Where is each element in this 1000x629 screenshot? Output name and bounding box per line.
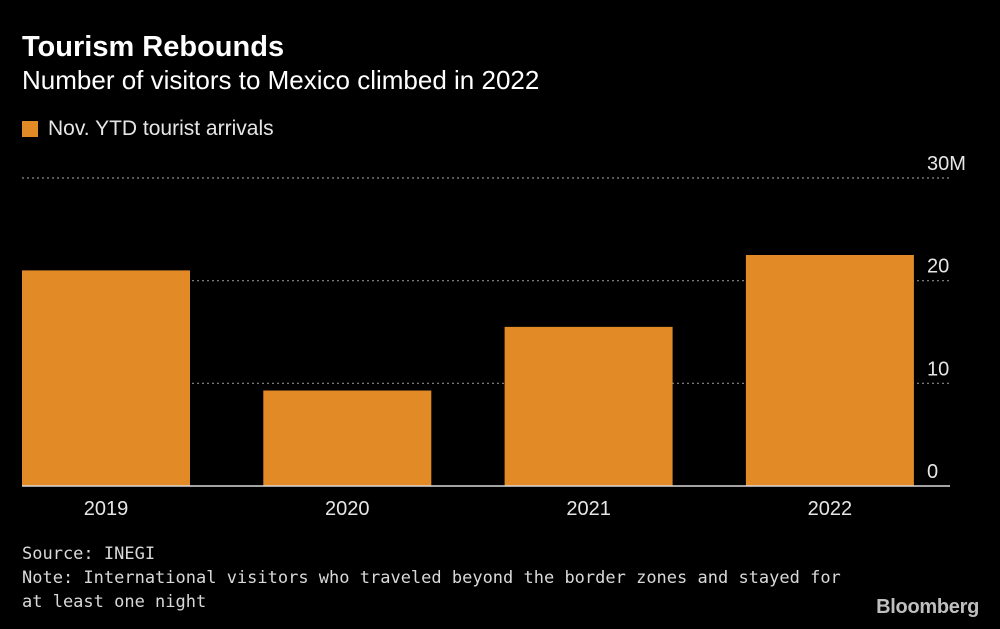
x-tick-label-2019: 2019 (84, 498, 129, 520)
x-tick-label-2022: 2022 (808, 498, 853, 520)
y-tick-label-30: 30M (927, 153, 966, 175)
legend-swatch (22, 121, 38, 137)
bloomberg-logo: Bloomberg (876, 596, 979, 618)
x-tick-label-2020: 2020 (325, 498, 370, 520)
bar-chart: 2019 2020 2021 2022 0 10 20 30M (22, 153, 966, 520)
bar-2019 (22, 270, 190, 486)
x-tick-label-2021: 2021 (566, 498, 611, 520)
bar-2022 (745, 255, 914, 486)
legend: Nov. YTD tourist arrivals (22, 116, 274, 142)
chart-subtitle: Number of visitors to Mexico climbed in … (22, 65, 540, 95)
legend-label: Nov. YTD tourist arrivals (48, 117, 274, 140)
source-note: Source: INEGI (22, 544, 156, 564)
chart-title: Tourism Rebounds (22, 31, 285, 63)
y-tick-label-20: 20 (927, 256, 949, 278)
bar-2020 (263, 390, 432, 486)
bar-2021 (504, 326, 673, 486)
chart-footer: Source: INEGI Note: International visito… (22, 542, 842, 614)
y-tick-label-0: 0 (927, 461, 938, 483)
y-tick-label-10: 10 (927, 358, 949, 380)
footnote-line-2: at least one night (22, 592, 207, 612)
footnote-line-1: Note: International visitors who travele… (22, 568, 841, 588)
